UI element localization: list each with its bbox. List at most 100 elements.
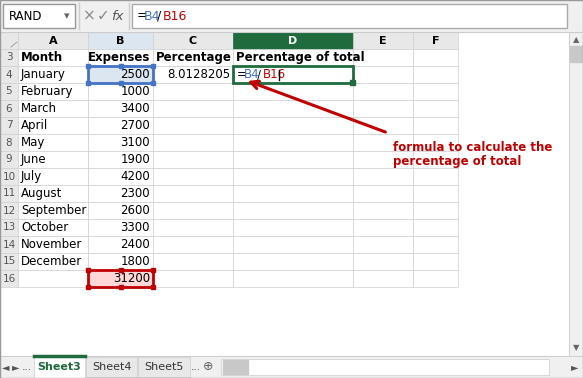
- Bar: [118, 81, 122, 85]
- Text: C: C: [189, 36, 197, 45]
- Text: July: July: [21, 170, 42, 183]
- Text: April: April: [21, 119, 48, 132]
- Text: formula to calculate the: formula to calculate the: [393, 141, 552, 154]
- Bar: [233, 253, 353, 270]
- Bar: [0, 32, 18, 49]
- Bar: [88, 100, 153, 117]
- Bar: [233, 202, 353, 219]
- Text: =: =: [137, 9, 147, 23]
- Bar: [153, 253, 233, 270]
- Bar: [88, 253, 153, 270]
- Text: 3100: 3100: [120, 136, 150, 149]
- Bar: [88, 185, 153, 202]
- Bar: [413, 49, 458, 66]
- Bar: [18, 32, 88, 49]
- Bar: [18, 49, 88, 66]
- Bar: [88, 66, 153, 83]
- Bar: [88, 270, 153, 287]
- Text: B4: B4: [144, 9, 160, 23]
- Bar: [353, 219, 413, 236]
- Text: Percentage: Percentage: [156, 51, 232, 64]
- Text: ...: ...: [191, 362, 201, 372]
- Bar: [353, 117, 413, 134]
- Bar: [18, 236, 88, 253]
- Bar: [0, 253, 18, 270]
- Bar: [353, 168, 413, 185]
- Bar: [220, 359, 549, 375]
- Bar: [151, 285, 155, 289]
- Text: fx: fx: [111, 9, 123, 23]
- Text: 31200: 31200: [113, 272, 150, 285]
- Bar: [18, 253, 88, 270]
- Bar: [0, 134, 18, 151]
- Text: B16: B16: [163, 9, 187, 23]
- Bar: [233, 49, 353, 66]
- Text: 2400: 2400: [120, 238, 150, 251]
- Text: ▼: ▼: [573, 344, 580, 353]
- Bar: [0, 202, 18, 219]
- Bar: [233, 185, 353, 202]
- Bar: [0, 236, 18, 253]
- Bar: [0, 0, 583, 32]
- Bar: [153, 219, 233, 236]
- Text: /: /: [157, 9, 161, 23]
- Bar: [88, 270, 153, 287]
- Bar: [233, 83, 353, 100]
- Bar: [86, 285, 90, 289]
- Text: 3400: 3400: [120, 102, 150, 115]
- Bar: [233, 236, 353, 253]
- Bar: [0, 270, 18, 287]
- Bar: [353, 49, 413, 66]
- Bar: [0, 219, 18, 236]
- Bar: [413, 202, 458, 219]
- Bar: [86, 81, 90, 85]
- Text: B16: B16: [263, 68, 286, 81]
- Bar: [0, 168, 18, 185]
- Bar: [18, 202, 88, 219]
- Bar: [18, 117, 88, 134]
- Bar: [18, 168, 88, 185]
- Text: June: June: [21, 153, 47, 166]
- Bar: [88, 32, 153, 49]
- Text: 13: 13: [2, 223, 16, 232]
- Bar: [153, 151, 233, 168]
- Bar: [18, 219, 88, 236]
- Bar: [86, 268, 90, 272]
- Text: ×: ×: [83, 8, 96, 23]
- Text: Sheet5: Sheet5: [145, 362, 184, 372]
- Bar: [569, 32, 583, 356]
- Text: 8: 8: [6, 138, 12, 147]
- Bar: [233, 270, 353, 287]
- Bar: [151, 268, 155, 272]
- Bar: [151, 81, 155, 85]
- Text: percentage of total: percentage of total: [393, 155, 521, 168]
- Bar: [153, 270, 233, 287]
- Text: May: May: [21, 136, 45, 149]
- Text: October: October: [21, 221, 68, 234]
- Bar: [153, 83, 233, 100]
- Bar: [233, 117, 353, 134]
- Bar: [18, 100, 88, 117]
- Bar: [413, 117, 458, 134]
- Bar: [132, 4, 567, 28]
- Text: ...: ...: [22, 362, 32, 372]
- Bar: [353, 134, 413, 151]
- Text: =: =: [237, 68, 247, 81]
- Text: Percentage of total: Percentage of total: [236, 51, 364, 64]
- Bar: [0, 185, 18, 202]
- Bar: [233, 219, 353, 236]
- Bar: [153, 100, 233, 117]
- Text: ✓: ✓: [97, 8, 110, 23]
- Bar: [353, 202, 413, 219]
- Bar: [18, 185, 88, 202]
- Text: ▲: ▲: [573, 36, 580, 45]
- Bar: [233, 66, 353, 83]
- Text: Sheet3: Sheet3: [38, 362, 82, 372]
- Bar: [0, 83, 18, 100]
- Bar: [353, 66, 413, 83]
- Bar: [233, 151, 353, 168]
- Bar: [353, 185, 413, 202]
- Bar: [413, 83, 458, 100]
- Text: 16: 16: [2, 274, 16, 284]
- Bar: [223, 360, 248, 374]
